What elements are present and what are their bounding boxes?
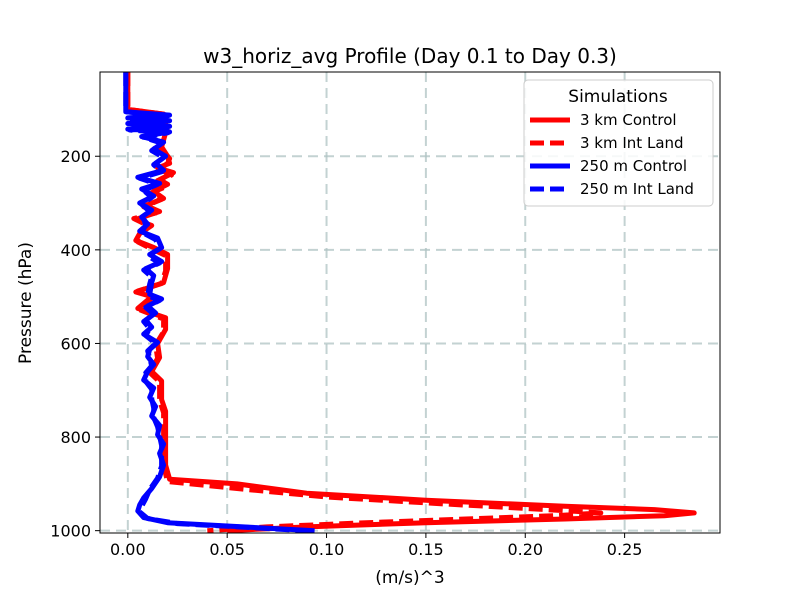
x-axis-ticks: 0.00 0.05 0.10 0.15 0.20 0.25 xyxy=(110,533,642,559)
x-tick-label: 0.05 xyxy=(209,540,245,559)
plot-area-frame xyxy=(99,71,721,534)
legend-label: 3 km Control xyxy=(580,111,677,129)
legend-entries: 3 km Control 3 km Int Land 250 m Control 25… xyxy=(530,111,694,198)
legend-box xyxy=(523,79,714,207)
y-tick-label: 400 xyxy=(60,241,91,260)
legend-label: 3 km Int Land xyxy=(580,134,684,152)
x-tick-label: 0.00 xyxy=(110,540,146,559)
series-layer xyxy=(123,72,697,533)
series-line-3-km-int-land xyxy=(125,72,604,533)
y-tick-label: 200 xyxy=(60,147,91,166)
legend-label: 250 m Int Land xyxy=(580,180,694,198)
x-tick-label: 0.10 xyxy=(309,540,345,559)
legend-title: Simulations xyxy=(568,87,668,107)
legend-label: 250 m Control xyxy=(580,157,687,175)
y-tick-label: 600 xyxy=(60,334,91,353)
y-tick-label: 800 xyxy=(60,428,91,447)
y-axis-label: Pressure (hPa) xyxy=(16,242,36,364)
y-axis-ticks: 200 400 600 800 1000 xyxy=(50,147,100,541)
y-tick-label: 1000 xyxy=(50,522,91,541)
x-tick-label: 0.25 xyxy=(607,540,643,559)
x-tick-label: 0.15 xyxy=(408,540,444,559)
x-tick-label: 0.20 xyxy=(507,540,543,559)
legend: Simulations 3 km Control 3 km Int Land 250… xyxy=(523,79,714,207)
chart-title: w3_horiz_avg Profile (Day 0.1 to Day 0.3… xyxy=(203,44,617,68)
series-line-250-m-int-land xyxy=(123,72,307,533)
x-axis-label: (m/s)^3 xyxy=(375,568,444,588)
grid-layer xyxy=(100,72,720,533)
